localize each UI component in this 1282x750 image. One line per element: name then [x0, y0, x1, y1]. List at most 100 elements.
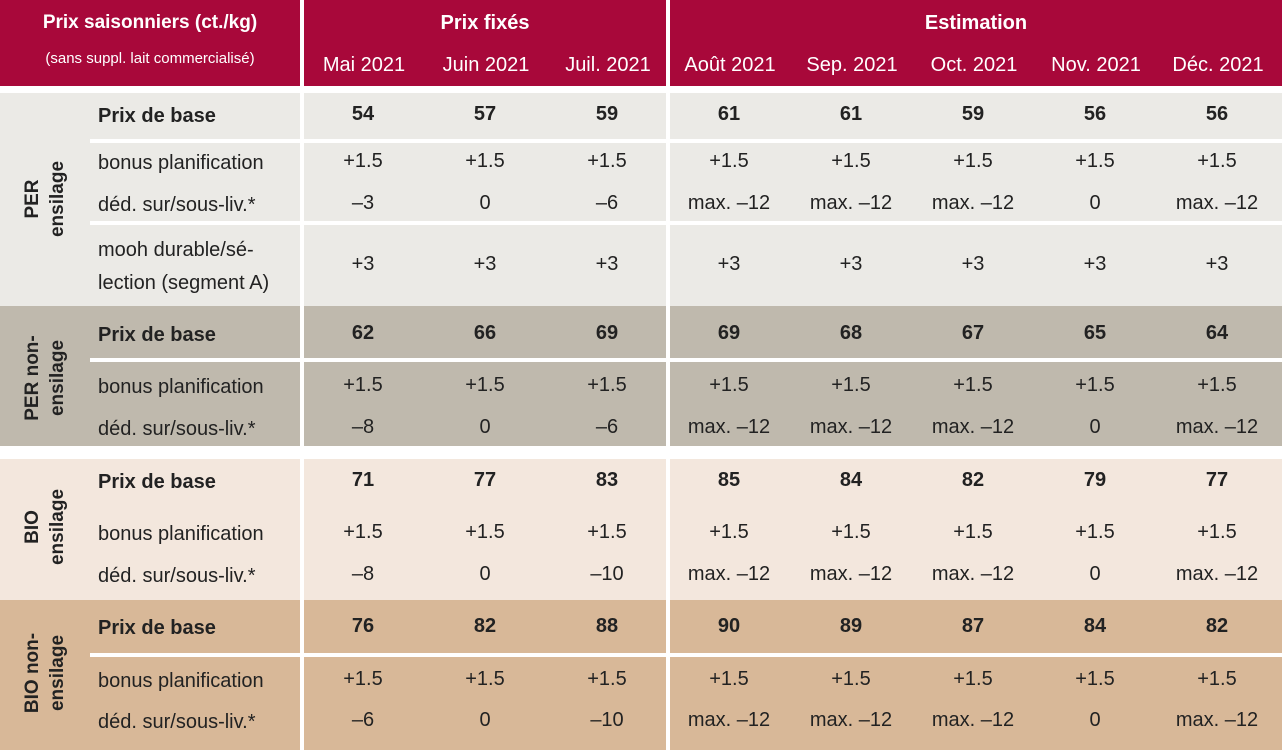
month-header: Juil. 2021 — [565, 54, 651, 76]
value-cell: +1.5 — [1075, 374, 1115, 396]
fixed-prices-header: Prix fixés Mai 2021 Juin 2021 Juil. 2021 — [304, 0, 666, 86]
value-cell: +1.5 — [953, 668, 993, 690]
value-cell: –6 — [351, 709, 375, 731]
month-header: Juin 2021 — [442, 54, 530, 76]
row-divider — [90, 221, 1282, 225]
base-price-cell: 76 — [351, 615, 375, 637]
value-cell: +1.5 — [831, 668, 871, 690]
value-cell: +1.5 — [831, 374, 871, 396]
fixed-prices-title: Prix fixés — [440, 12, 530, 34]
base-price-cell: 65 — [1083, 322, 1107, 344]
month-header: Nov. 2021 — [1051, 54, 1141, 76]
base-price-cell: 83 — [595, 469, 619, 491]
value-cell: +1.5 — [465, 521, 505, 543]
value-cell: +1.5 — [831, 521, 871, 543]
row-label-sustainable-line1: mooh durable/sé- — [98, 239, 254, 261]
value-cell: +1.5 — [709, 668, 749, 690]
section-label-per-ensilage: PER ensilage — [22, 160, 68, 238]
base-price-cell: 84 — [839, 469, 863, 491]
value-cell: max. –12 — [1175, 709, 1259, 731]
value-cell: +1.5 — [953, 374, 993, 396]
base-price-cell: 77 — [1205, 469, 1229, 491]
value-cell: –8 — [351, 416, 375, 438]
value-cell: +1.5 — [465, 668, 505, 690]
row-label-planning-bonus: bonus planification — [98, 152, 264, 174]
row-divider — [90, 358, 1282, 362]
section-bio-ensilage — [0, 459, 1282, 600]
corner-subtitle: (sans suppl. lait commercialisé) — [45, 50, 255, 67]
base-price-cell: 69 — [717, 322, 741, 344]
value-cell: 0 — [479, 192, 491, 214]
value-cell: +3 — [961, 253, 985, 275]
value-cell: max. –12 — [1175, 192, 1259, 214]
value-cell: +3 — [1083, 253, 1107, 275]
value-cell: +1.5 — [1197, 374, 1237, 396]
month-header: Oct. 2021 — [930, 54, 1018, 76]
value-cell: max. –12 — [931, 563, 1015, 585]
value-cell: max. –12 — [1175, 563, 1259, 585]
value-cell: +1.5 — [587, 150, 627, 172]
value-cell: +1.5 — [1197, 521, 1237, 543]
value-cell: +1.5 — [1075, 668, 1115, 690]
column-divider — [300, 90, 304, 750]
value-cell: 0 — [1089, 563, 1101, 585]
value-cell: +1.5 — [465, 150, 505, 172]
table-corner-header: Prix saisonniers (ct./kg) (sans suppl. l… — [0, 0, 300, 86]
value-cell: –3 — [351, 192, 375, 214]
value-cell: max. –12 — [809, 192, 893, 214]
section-label-bio-ensilage: BIO ensilage — [22, 488, 68, 566]
value-cell: max. –12 — [809, 563, 893, 585]
value-cell: +3 — [1205, 253, 1229, 275]
row-label-base-price: Prix de base — [98, 617, 216, 639]
value-cell: max. –12 — [687, 709, 771, 731]
section-per-non-ensilage — [0, 306, 1282, 447]
row-label-delivery-deduction: déd. sur/sous-liv.* — [98, 418, 256, 440]
base-price-cell: 57 — [473, 103, 497, 125]
value-cell: +1.5 — [953, 521, 993, 543]
base-price-cell: 85 — [717, 469, 741, 491]
base-price-cell: 82 — [1205, 615, 1229, 637]
row-divider — [90, 653, 1282, 657]
section-label-bio-non-ensilage: BIO non-ensilage — [22, 632, 68, 714]
base-price-cell: 89 — [839, 615, 863, 637]
base-price-cell: 67 — [961, 322, 985, 344]
value-cell: +1.5 — [1197, 150, 1237, 172]
month-header: Mai 2021 — [322, 54, 406, 76]
base-price-cell: 79 — [1083, 469, 1107, 491]
value-cell: max. –12 — [809, 416, 893, 438]
month-header: Août 2021 — [684, 54, 776, 76]
month-header: Déc. 2021 — [1172, 54, 1264, 76]
row-label-base-price: Prix de base — [98, 105, 216, 127]
value-cell: 0 — [479, 416, 491, 438]
value-cell: +1.5 — [343, 668, 383, 690]
value-cell: max. –12 — [1175, 416, 1259, 438]
base-price-cell: 66 — [473, 322, 497, 344]
row-label-planning-bonus: bonus planification — [98, 523, 264, 545]
base-price-cell: 56 — [1083, 103, 1107, 125]
section-bio-non-ensilage — [0, 600, 1282, 750]
value-cell: max. –12 — [931, 709, 1015, 731]
month-header: Sep. 2021 — [806, 54, 898, 76]
value-cell: +3 — [473, 253, 497, 275]
row-label-delivery-deduction: déd. sur/sous-liv.* — [98, 711, 256, 733]
value-cell: +1.5 — [709, 374, 749, 396]
value-cell: +3 — [839, 253, 863, 275]
value-cell: +3 — [717, 253, 741, 275]
row-label-planning-bonus: bonus planification — [98, 670, 264, 692]
value-cell: –10 — [590, 563, 624, 585]
value-cell: +1.5 — [343, 150, 383, 172]
value-cell: +3 — [595, 253, 619, 275]
section-gap — [0, 446, 1282, 459]
value-cell: max. –12 — [687, 192, 771, 214]
base-price-cell: 71 — [351, 469, 375, 491]
value-cell: +1.5 — [1075, 150, 1115, 172]
base-price-cell: 54 — [351, 103, 375, 125]
value-cell: –6 — [595, 416, 619, 438]
value-cell: +1.5 — [1197, 668, 1237, 690]
row-label-base-price: Prix de base — [98, 324, 216, 346]
value-cell: max. –12 — [931, 416, 1015, 438]
base-price-cell: 68 — [839, 322, 863, 344]
value-cell: +1.5 — [465, 374, 505, 396]
corner-title: Prix saisonniers (ct./kg) — [42, 12, 258, 33]
base-price-cell: 82 — [473, 615, 497, 637]
